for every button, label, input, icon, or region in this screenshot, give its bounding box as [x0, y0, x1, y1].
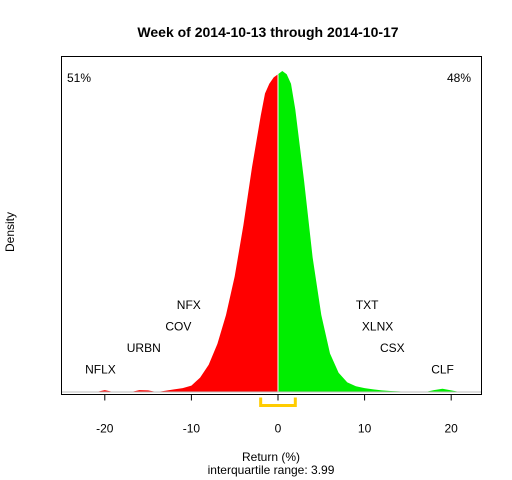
- ticker-label: TXT: [356, 298, 379, 312]
- ticker-label: NFLX: [85, 362, 116, 376]
- x-axis-label: Return (%): [242, 450, 300, 464]
- x-axis: -20 -10 0 10 20: [96, 394, 459, 436]
- x-tick-label: 0: [275, 422, 282, 436]
- ticker-label: URBN: [127, 341, 161, 355]
- x-tick-label: 10: [358, 422, 372, 436]
- x-axis-sublabel: interquartile range: 3.99: [208, 463, 335, 477]
- ticker-label: COV: [165, 319, 191, 333]
- positive-return-area: [278, 71, 460, 392]
- plot-frame: [61, 56, 482, 395]
- iqr-bracket: [259, 397, 297, 407]
- iqr-bracket-line: [259, 397, 297, 407]
- x-tick-label: -20: [96, 422, 114, 436]
- density-area: [61, 71, 482, 393]
- x-tick-label: 20: [445, 422, 459, 436]
- ticker-label: CSX: [380, 341, 405, 355]
- ticker-annotations: NFLX URBN COV NFX TXT XLNX CSX CLF: [85, 298, 454, 376]
- ticker-label: NFX: [177, 298, 201, 312]
- positive-share-label: 48%: [447, 71, 471, 85]
- y-axis-label: Density: [3, 212, 17, 252]
- ticker-label: XLNX: [362, 319, 393, 333]
- negative-return-area: [96, 74, 278, 392]
- x-tick-label: -10: [183, 422, 201, 436]
- negative-share-label: 51%: [67, 71, 91, 85]
- ticker-label: CLF: [431, 362, 454, 376]
- chart-title: Week of 2014-10-13 through 2014-10-17: [137, 24, 398, 40]
